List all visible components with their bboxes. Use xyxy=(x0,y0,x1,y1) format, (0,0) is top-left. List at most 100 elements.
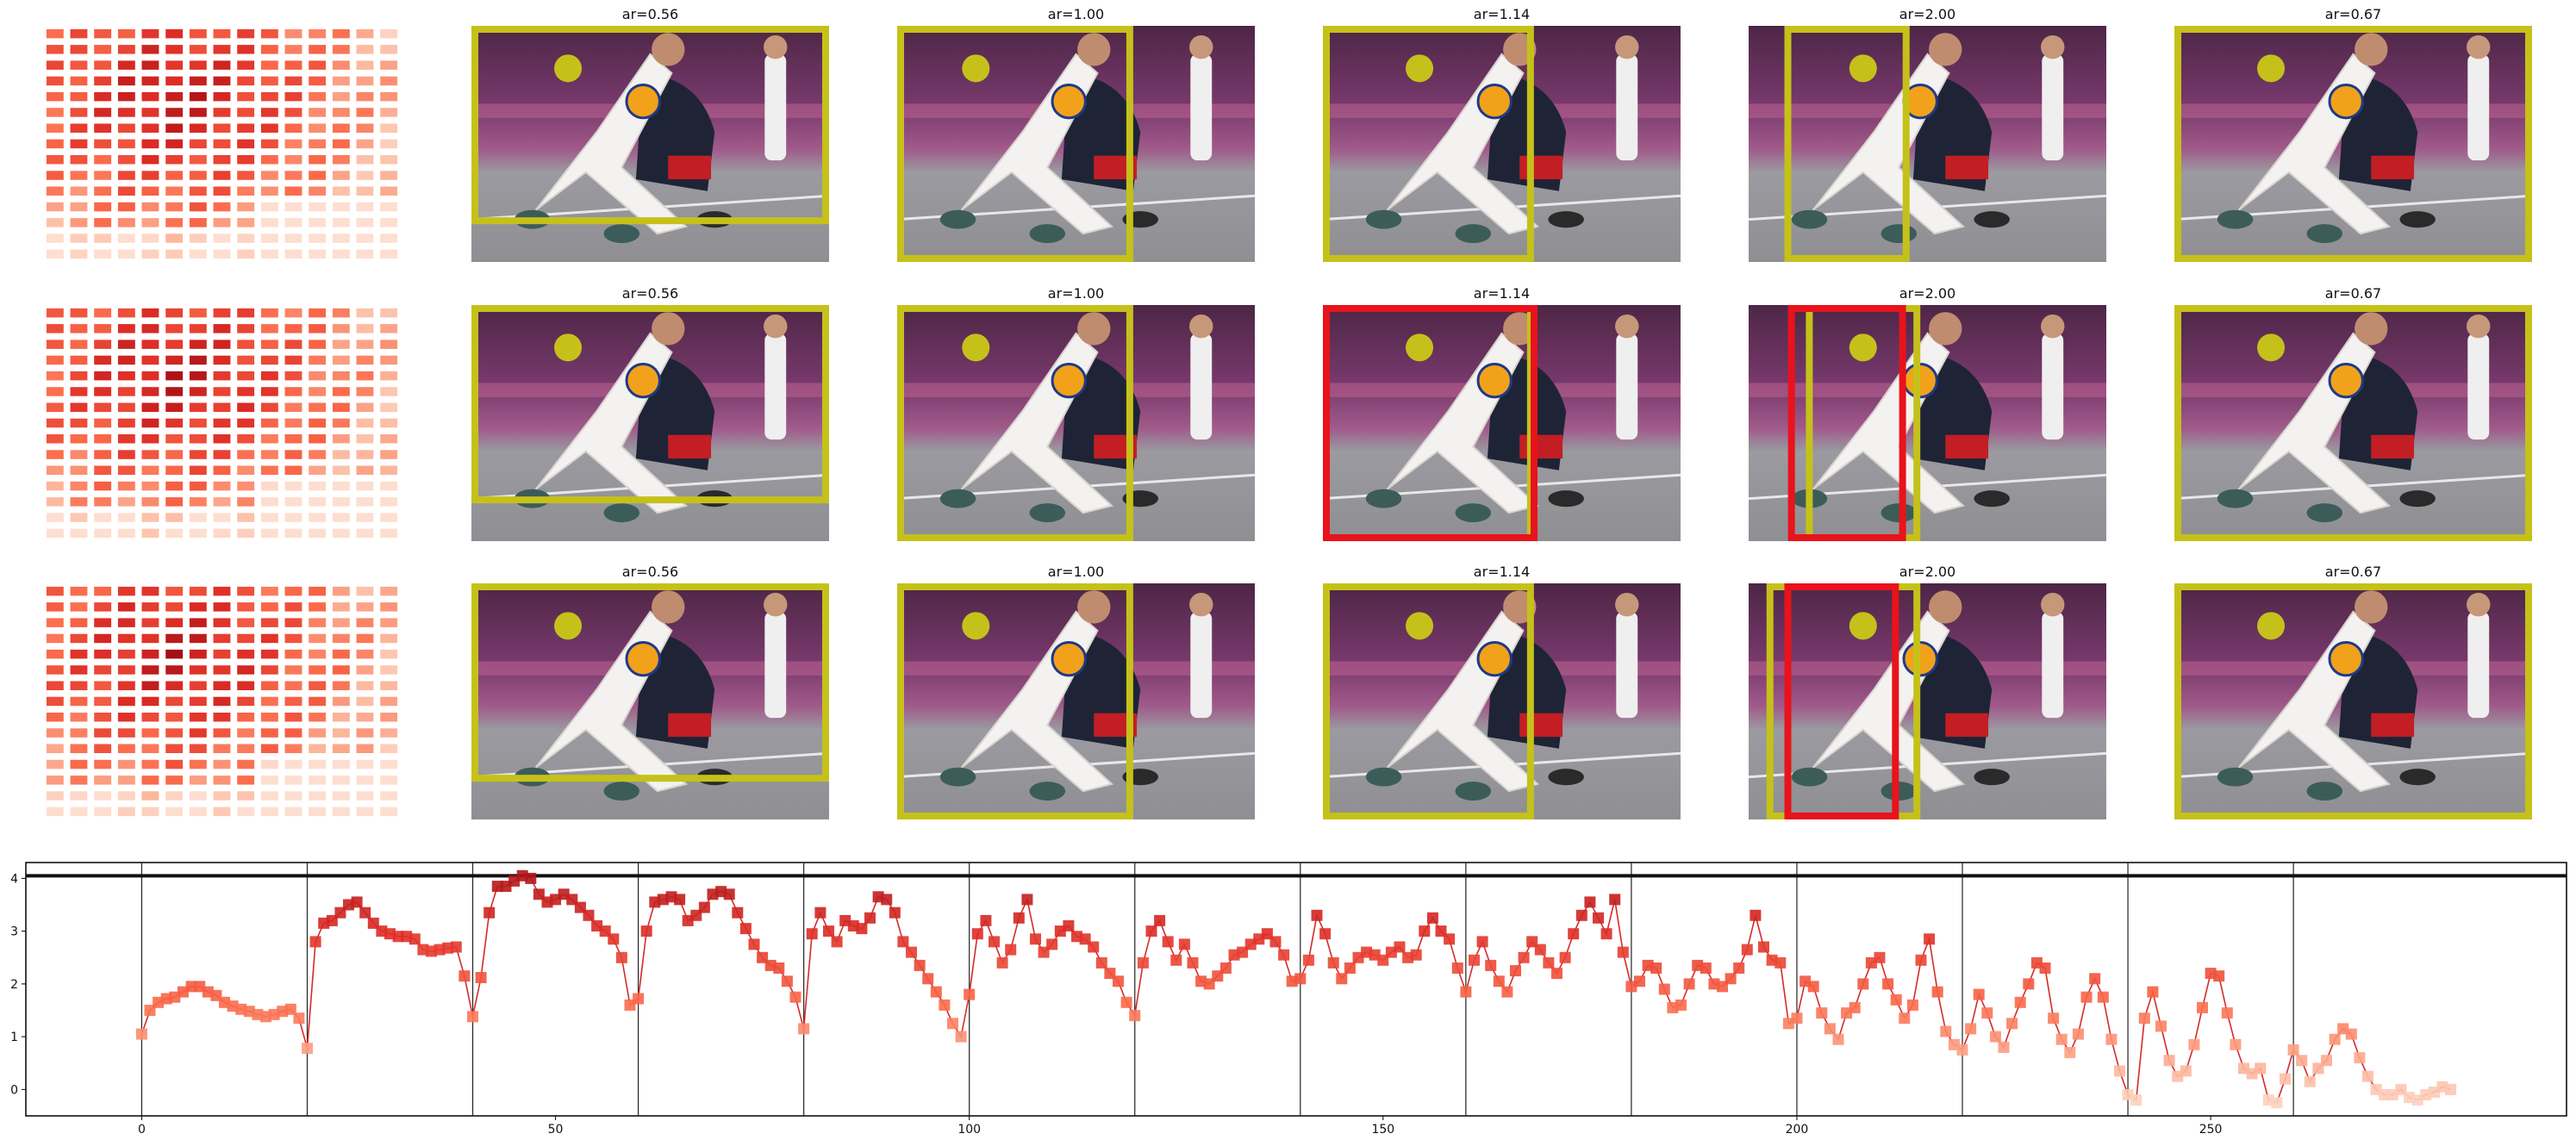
panel-title: ar=1.14 xyxy=(1474,285,1530,302)
data-point xyxy=(458,970,471,982)
data-point xyxy=(2287,1043,2299,1056)
gt-center-dot xyxy=(962,333,990,362)
image-panel: ar=1.14 xyxy=(1322,285,1681,541)
gt-center-dot xyxy=(1849,54,1877,83)
data-point xyxy=(798,1023,810,1035)
gt-box xyxy=(471,26,829,225)
data-point xyxy=(856,923,868,935)
court-photo xyxy=(896,26,1256,262)
data-point xyxy=(806,928,818,940)
data-point xyxy=(698,901,710,913)
data-point xyxy=(1419,925,1431,938)
data-point xyxy=(1733,962,1745,974)
data-point xyxy=(1302,954,1314,966)
x-tick-label: 100 xyxy=(957,1123,981,1137)
data-point xyxy=(1476,936,1488,948)
court-photo xyxy=(1322,583,1681,819)
panel-title: ar=2.00 xyxy=(1899,564,1955,580)
data-point xyxy=(897,936,909,948)
data-point xyxy=(1981,1007,1993,1019)
data-point xyxy=(1046,938,1058,950)
data-point xyxy=(1344,962,1356,974)
data-point xyxy=(1021,894,1033,906)
data-point xyxy=(615,951,627,963)
data-point xyxy=(309,936,321,948)
gt-box xyxy=(897,26,1133,262)
data-point xyxy=(1501,986,1513,998)
data-point xyxy=(1426,912,1438,924)
court-photo xyxy=(1322,305,1681,541)
court-photo xyxy=(1748,305,2107,541)
image-panel: ar=2.00 xyxy=(1748,285,2107,541)
data-point xyxy=(1940,1025,1952,1037)
court-photo xyxy=(471,583,830,819)
data-point xyxy=(1973,988,1985,1000)
data-point xyxy=(814,906,826,919)
data-point xyxy=(1063,920,1075,931)
data-point xyxy=(1956,1043,1968,1056)
data-point xyxy=(2163,1055,2175,1067)
gt-box xyxy=(2174,26,2532,262)
line-chart: 0 50 100 150 200 250 0 1 2 3 4 xyxy=(10,862,2567,1137)
data-point xyxy=(1170,954,1182,966)
data-point xyxy=(789,991,801,1003)
data-point xyxy=(2197,1001,2208,1013)
data-point xyxy=(608,933,620,945)
data-point xyxy=(823,925,834,938)
data-point xyxy=(1832,1033,1844,1045)
data-point xyxy=(2180,1065,2192,1077)
panel-title: ar=0.67 xyxy=(2325,285,2381,302)
data-point xyxy=(1890,994,1902,1006)
data-point xyxy=(2329,1033,2341,1045)
data-point xyxy=(467,1011,478,1023)
data-point xyxy=(922,973,934,985)
data-point xyxy=(964,988,976,1000)
data-point xyxy=(1675,999,1687,1011)
gt-box xyxy=(471,305,829,504)
gt-center-dot xyxy=(554,612,583,640)
data-point xyxy=(1824,1023,1836,1035)
data-point xyxy=(1493,975,1505,987)
data-point xyxy=(2072,1028,2084,1040)
y-tick-label: 3 xyxy=(10,925,18,939)
attention-heatmap xyxy=(46,308,398,539)
gt-center-dot xyxy=(554,54,583,83)
data-point xyxy=(1534,944,1546,956)
gt-box xyxy=(897,305,1133,541)
panel-title: ar=0.67 xyxy=(2325,6,2381,22)
data-point xyxy=(450,941,462,953)
data-point xyxy=(1394,941,1406,953)
data-point xyxy=(1575,909,1587,921)
data-point xyxy=(1294,973,1307,985)
data-point xyxy=(1030,933,1041,945)
panel-title: ar=1.00 xyxy=(1048,285,1104,302)
data-point xyxy=(1617,946,1629,958)
data-point xyxy=(939,999,951,1011)
data-point xyxy=(889,906,901,919)
data-point xyxy=(1327,956,1339,969)
court-photo xyxy=(2174,583,2533,819)
gt-box xyxy=(2174,305,2532,541)
data-point xyxy=(1469,954,1480,966)
data-point xyxy=(2055,1033,2068,1045)
data-point xyxy=(1791,1012,1803,1025)
gt-center-dot xyxy=(1849,333,1877,362)
data-point xyxy=(1568,928,1580,940)
data-point xyxy=(2321,1055,2332,1067)
data-point xyxy=(881,894,893,906)
data-point xyxy=(2138,1012,2150,1025)
data-point xyxy=(1518,951,1530,963)
data-point xyxy=(748,938,760,950)
data-point xyxy=(525,872,537,884)
data-point xyxy=(1485,959,1497,971)
data-point xyxy=(1178,938,1190,950)
data-point xyxy=(732,906,744,919)
data-point xyxy=(2445,1083,2457,1095)
image-panel: ar=0.67 xyxy=(2174,564,2533,819)
data-point xyxy=(914,959,926,971)
data-point xyxy=(2155,1020,2167,1032)
data-point xyxy=(1269,936,1282,948)
data-point xyxy=(1874,951,1886,963)
image-panel: ar=0.56 xyxy=(471,564,830,819)
data-point xyxy=(2362,1070,2373,1082)
